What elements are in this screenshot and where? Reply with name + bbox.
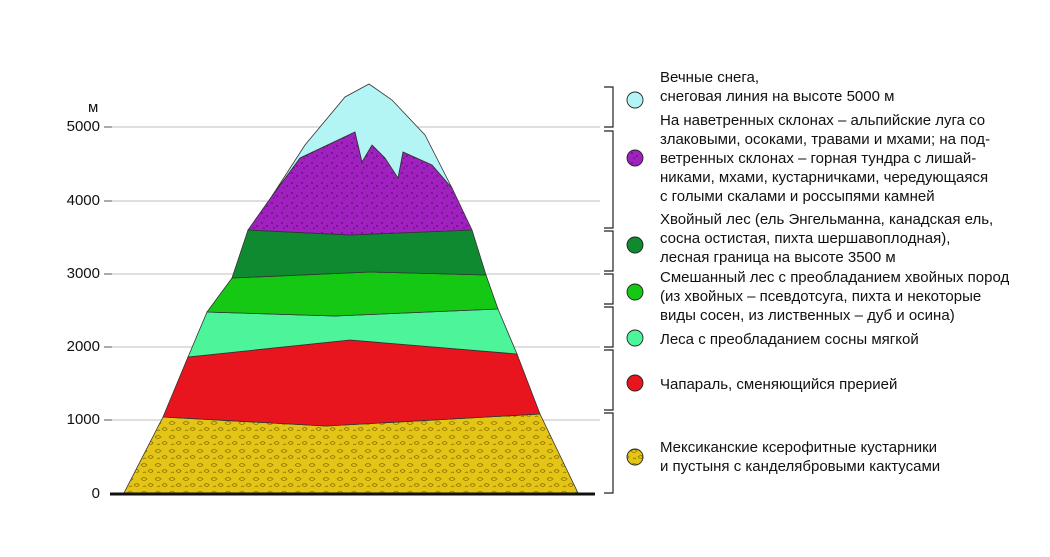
y-axis-unit: м <box>88 99 99 116</box>
zone-snow <box>271 83 453 197</box>
y-tick-label-1000: 1000 <box>66 411 100 428</box>
legend-text-alpine: На наветренных склонах – альпийские луга… <box>660 112 991 205</box>
swatch-chaparral <box>626 374 644 392</box>
swatch-alpine <box>626 149 644 167</box>
swatch-pine <box>626 329 644 347</box>
swatch-desert <box>626 448 644 466</box>
y-tick-label-4000: 4000 <box>66 192 100 209</box>
bracket-desert <box>604 412 614 494</box>
swatch-mixed <box>626 283 644 301</box>
y-tick-label-3000: 3000 <box>66 265 100 282</box>
legend-text-snow: Вечные снега, снеговая линия на высоте 5… <box>660 69 895 105</box>
legend-text-mixed: Смешанный лес с преобладанием хвойных по… <box>660 269 1010 324</box>
legend-text-pine: Леса с преобладанием сосны мягкой <box>660 331 919 348</box>
swatch-snow <box>626 91 644 109</box>
legend-text-desert: Мексиканские ксерофитные кустарники и пу… <box>660 439 941 475</box>
bracket-alpine <box>604 130 614 229</box>
zone-desert <box>123 413 579 494</box>
zone-mixed <box>206 271 499 317</box>
legend-text-conifer: Хвойный лес (ель Энгельманна, канадская … <box>660 211 994 266</box>
bracket-conifer <box>604 230 614 272</box>
y-tick-label-5000: 5000 <box>66 118 100 135</box>
y-tick-marks <box>104 126 112 421</box>
legend-text-chaparral: Чапараль, сменяющийся прерией <box>660 376 898 393</box>
bracket-chaparral <box>604 349 614 411</box>
y-tick-label-0: 0 <box>91 485 100 502</box>
legend-brackets <box>604 86 614 494</box>
zone-conifer <box>231 229 487 279</box>
y-tick-label-2000: 2000 <box>66 338 100 355</box>
legend-swatches <box>626 91 644 466</box>
bracket-pine <box>604 306 614 348</box>
mountain <box>123 83 579 494</box>
bracket-mixed <box>604 273 614 305</box>
bracket-snow <box>604 86 614 128</box>
swatch-conifer <box>626 236 644 254</box>
